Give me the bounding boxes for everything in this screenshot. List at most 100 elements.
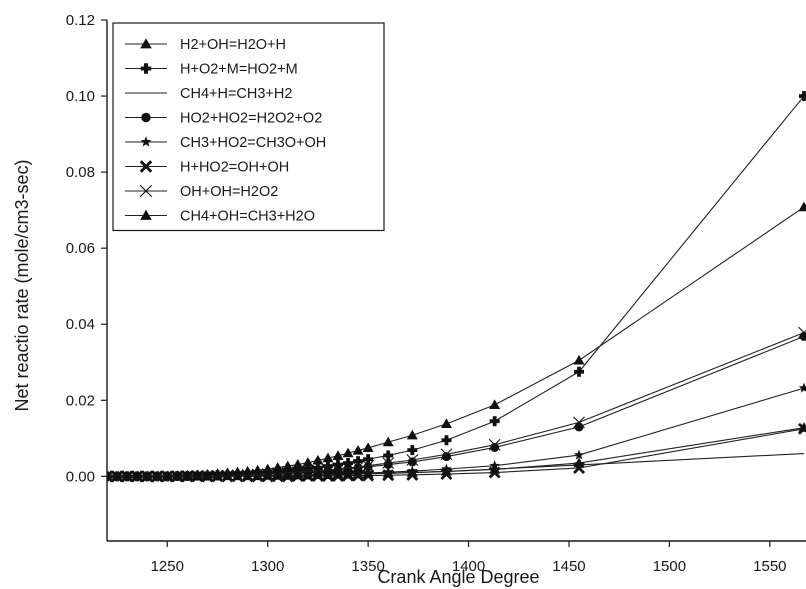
x-thin-marker (573, 416, 585, 429)
data-point (343, 458, 354, 469)
legend-item: H+HO2=OH+OH (125, 160, 289, 176)
triangle-marker (322, 469, 334, 479)
triangle-marker (232, 470, 244, 481)
legend: H2+OH=H2O+H H+O2+M=HO2+M CH4+H=CH3+H2 HO2+H… (112, 22, 385, 232)
x-tick-label: 1400 (452, 558, 485, 575)
data-point (252, 470, 264, 481)
legend-marker (140, 38, 152, 49)
data-point (798, 91, 806, 102)
data-point (302, 469, 314, 480)
plus-marker-v (577, 366, 581, 377)
triangle-marker (440, 418, 452, 428)
triangle-marker (140, 38, 152, 49)
data-point (440, 448, 453, 461)
legend-marker (140, 136, 152, 147)
triangle-marker (211, 470, 223, 481)
triangle-marker (161, 470, 173, 481)
data-point (272, 470, 284, 480)
data-point (441, 435, 452, 446)
legend-marker (140, 63, 152, 74)
data-point (312, 469, 324, 479)
circle-marker (363, 462, 373, 472)
data-point (382, 467, 394, 478)
triangle-marker (382, 467, 394, 478)
data-point (489, 464, 501, 474)
triangle-marker (798, 201, 806, 212)
data-point (292, 469, 304, 480)
y-tick-label: 0.00 (66, 468, 95, 485)
data-point (141, 470, 153, 481)
y-tick-label: 0.12 (66, 12, 95, 29)
legend-label: CH4+OH=CH3+H2O (180, 209, 315, 225)
x-thin-marker (406, 454, 419, 466)
triangle-marker (489, 399, 501, 409)
plus-marker-v (336, 459, 340, 470)
x-thin-marker (382, 457, 395, 469)
data-point (798, 382, 806, 393)
triangle-marker (282, 470, 294, 480)
triangle-marker (342, 468, 354, 479)
x-tick-label: 1350 (351, 558, 384, 575)
plus-marker-v (386, 450, 391, 461)
y-tick-label: 0.06 (66, 240, 95, 257)
triangle-marker (131, 470, 143, 481)
data-point (352, 460, 364, 473)
data-point (161, 470, 173, 481)
legend-label: CH4+H=CH3+H2 (180, 86, 292, 102)
series-line (107, 335, 805, 477)
legend-item: CH4+OH=CH3+H2O (125, 209, 315, 225)
data-point (353, 456, 364, 467)
series-layer (107, 91, 806, 483)
data-point (489, 416, 500, 427)
triangle-marker (332, 468, 344, 479)
data-point (342, 462, 354, 474)
legend-box (112, 22, 385, 232)
triangle-marker (121, 470, 133, 481)
x-thin-marker (139, 184, 153, 198)
data-point (362, 442, 374, 452)
triangle-marker (242, 470, 254, 481)
data-point (262, 470, 274, 480)
data-point (382, 457, 395, 469)
legend-label: H+O2+M=HO2+M (180, 62, 298, 78)
plus-marker-v (144, 63, 148, 74)
legend-item: CH4+H=CH3+H2 (125, 86, 292, 102)
data-point (282, 470, 294, 480)
y-tick-label: 0.04 (66, 316, 95, 333)
data-point (107, 470, 113, 481)
y-tick-label: 0.10 (66, 88, 95, 105)
data-point (302, 457, 314, 467)
legend-item: H+O2+M=HO2+M (125, 62, 298, 78)
triangle-marker (282, 460, 294, 471)
circle-marker (574, 422, 584, 432)
data-point (798, 326, 806, 339)
data-point (332, 468, 344, 479)
x-thin-marker (362, 459, 375, 472)
data-point (332, 462, 344, 475)
data-point (407, 445, 418, 456)
x-thin-marker (798, 326, 806, 339)
series-8 (107, 422, 806, 481)
triangle-marker (798, 422, 806, 432)
plus-marker-v (492, 416, 497, 427)
y-axis-title: Net reactio rate (mole/cm3-sec) (12, 159, 32, 411)
data-point (363, 454, 374, 465)
triangle-marker (181, 470, 193, 481)
star-marker (573, 449, 585, 460)
data-point (573, 457, 585, 468)
triangle-marker (201, 470, 213, 481)
legend-marker (139, 184, 153, 198)
data-point (151, 470, 163, 481)
data-point (382, 436, 394, 447)
series-5 (107, 382, 806, 481)
triangle-marker (272, 470, 284, 480)
triangle-marker (292, 459, 304, 469)
circle-marker (407, 457, 417, 467)
data-point (440, 418, 452, 428)
triangle-marker (292, 469, 304, 480)
x-tick-label: 1300 (251, 558, 284, 575)
x-tick-label: 1450 (552, 558, 585, 575)
plus-marker-v (326, 461, 330, 472)
data-point (573, 354, 585, 365)
